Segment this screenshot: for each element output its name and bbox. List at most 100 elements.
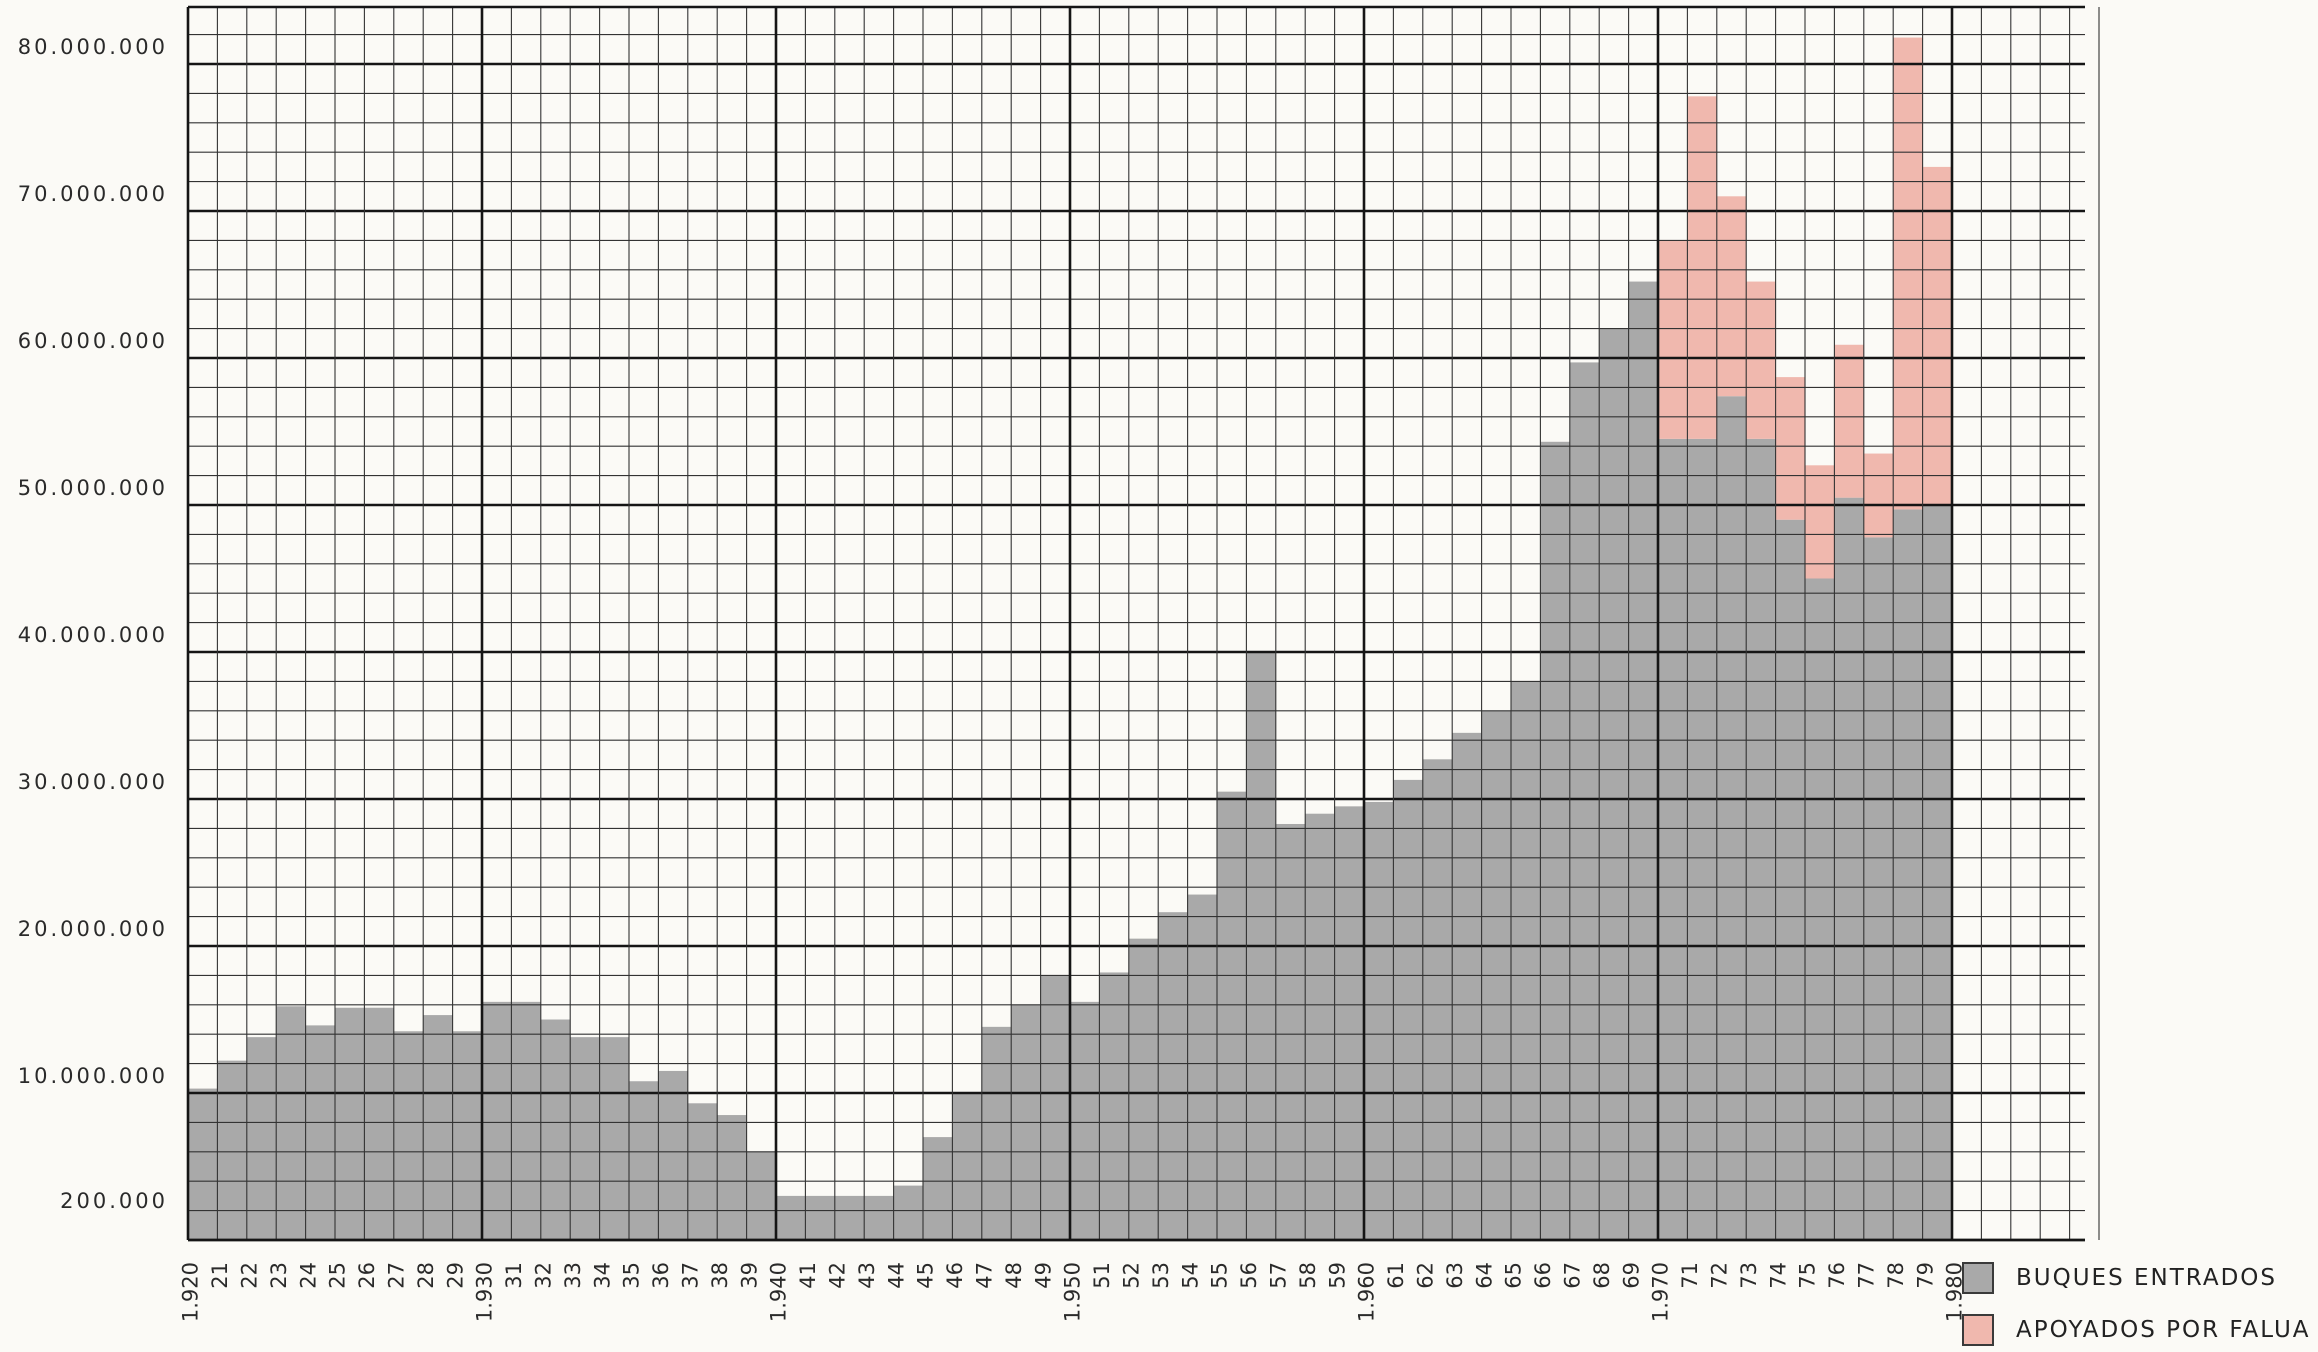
x-tick-label-32: 52 [1120,1262,1144,1289]
bar-buques-12 [540,1019,571,1240]
x-tick-label-37: 57 [1267,1262,1291,1289]
bar-buques-47 [1569,362,1600,1240]
x-tick-label-59: 79 [1913,1262,1937,1289]
bar-buques-32 [1128,938,1159,1240]
y-tick-label-8: 80.000.000 [18,35,168,59]
bar-buques-37 [1275,823,1306,1240]
bar-buques-48 [1599,328,1629,1241]
x-tick-label-9: 29 [443,1262,467,1289]
legend-swatch-buques [1962,1262,1994,1294]
x-tick-label-5: 25 [326,1262,350,1289]
x-tick-label-50: 1.970 [1649,1262,1673,1322]
bar-buques-10 [482,1001,512,1240]
x-tick-label-21: 41 [796,1262,820,1289]
x-tick-label-45: 65 [1502,1262,1526,1289]
bar-buques-41 [1393,779,1423,1240]
bar-falua-56 [1834,344,1864,498]
legend-label-buques: BUQUES ENTRADOS [2016,1265,2277,1291]
bar-buques-13 [570,1037,600,1240]
x-tick-label-52: 72 [1708,1262,1732,1289]
bar-buques-5 [335,1007,365,1240]
bar-buques-57 [1863,537,1894,1240]
bar-buques-56 [1834,497,1864,1240]
x-tick-label-14: 34 [590,1262,614,1289]
x-tick-label-18: 38 [708,1262,732,1289]
y-tick-label-3: 30.000.000 [18,770,168,794]
y-tick-label-7: 70.000.000 [18,182,168,206]
x-tick-label-27: 47 [973,1262,997,1289]
x-tick-label-26: 46 [943,1262,967,1289]
legend-item-falua: APOYADOS POR FALUA [1962,1314,2311,1346]
bar-buques-20 [776,1195,806,1240]
bar-buques-31 [1099,972,1129,1240]
x-tick-label-23: 43 [855,1262,879,1289]
bar-buques-53 [1746,438,1776,1241]
x-tick-label-0: 1.920 [179,1262,203,1322]
bar-falua-52 [1716,196,1747,397]
bar-buques-40 [1364,801,1394,1240]
x-tick-label-55: 75 [1796,1262,1820,1289]
bar-buques-21 [805,1195,835,1240]
x-tick-label-24: 44 [884,1262,908,1289]
x-tick-label-49: 69 [1619,1262,1643,1289]
x-tick-label-11: 31 [502,1262,526,1289]
x-tick-label-30: 1.950 [1061,1262,1085,1322]
bar-buques-14 [599,1037,629,1240]
bar-buques-50 [1658,438,1688,1241]
bar-buques-38 [1305,813,1335,1240]
bar-buques-46 [1540,441,1570,1240]
x-tick-label-20: 1.940 [767,1262,791,1322]
legend-label-falua: APOYADOS POR FALUA [2016,1317,2311,1343]
bar-buques-58 [1893,509,1923,1240]
x-tick-label-36: 56 [1237,1262,1261,1289]
bar-buques-42 [1422,759,1453,1240]
x-tick-label-7: 27 [385,1262,409,1289]
bar-buques-27 [981,1026,1012,1240]
x-axis-ticks: 1.920 21 22 23 24 25 26 27 28 29 1.930 31 32 33 34 35 36… [179,1262,1967,1322]
x-tick-label-35: 55 [1208,1262,1232,1289]
bar-buques-30 [1070,1001,1100,1240]
y-axis-ticks: 200.000 10.000.000 20.000.000 30.000.000 40.… [18,35,168,1213]
bar-buques-22 [834,1195,865,1240]
x-tick-label-41: 61 [1384,1262,1408,1289]
x-tick-label-53: 73 [1737,1262,1761,1289]
x-tick-label-57: 77 [1855,1262,1879,1289]
bar-buques-34 [1187,894,1217,1240]
bar-buques-18 [717,1115,747,1240]
x-tick-label-10: 1.930 [473,1262,497,1322]
y-tick-label-4: 40.000.000 [18,623,168,647]
y-tick-label-1: 10.000.000 [18,1064,168,1088]
bar-falua-51 [1687,96,1717,439]
bar-falua-59 [1922,166,1952,505]
x-tick-label-51: 71 [1678,1262,1702,1289]
bar-buques-52 [1716,396,1747,1241]
x-tick-label-42: 62 [1414,1262,1438,1289]
x-tick-label-48: 68 [1590,1262,1614,1289]
x-tick-label-16: 36 [649,1262,673,1289]
bar-buques-11 [511,1001,541,1240]
x-tick-label-1: 21 [208,1262,232,1289]
bar-buques-4 [305,1025,335,1240]
bar-falua-54 [1775,377,1805,520]
x-tick-label-12: 32 [532,1262,556,1289]
bar-buques-23 [864,1195,894,1240]
bar-buques-3 [276,1006,306,1240]
x-tick-label-43: 63 [1443,1262,1467,1289]
bar-buques-24 [893,1185,923,1240]
x-tick-label-46: 66 [1531,1262,1555,1289]
x-tick-label-40: 1.960 [1355,1262,1379,1322]
bar-falua-58 [1893,37,1923,510]
legend-item-buques: BUQUES ENTRADOS [1962,1262,2311,1294]
bar-buques-17 [687,1103,718,1240]
x-tick-label-58: 78 [1884,1262,1908,1289]
x-tick-label-22: 42 [826,1262,850,1289]
bar-buques-2 [246,1037,277,1240]
bar-falua-57 [1863,453,1894,538]
x-tick-label-25: 45 [914,1262,938,1289]
bar-buques-26 [952,1093,982,1240]
x-tick-label-13: 33 [561,1262,585,1289]
legend-swatch-falua [1962,1314,1994,1346]
bar-buques-55 [1805,578,1835,1240]
x-tick-label-3: 23 [267,1262,291,1289]
